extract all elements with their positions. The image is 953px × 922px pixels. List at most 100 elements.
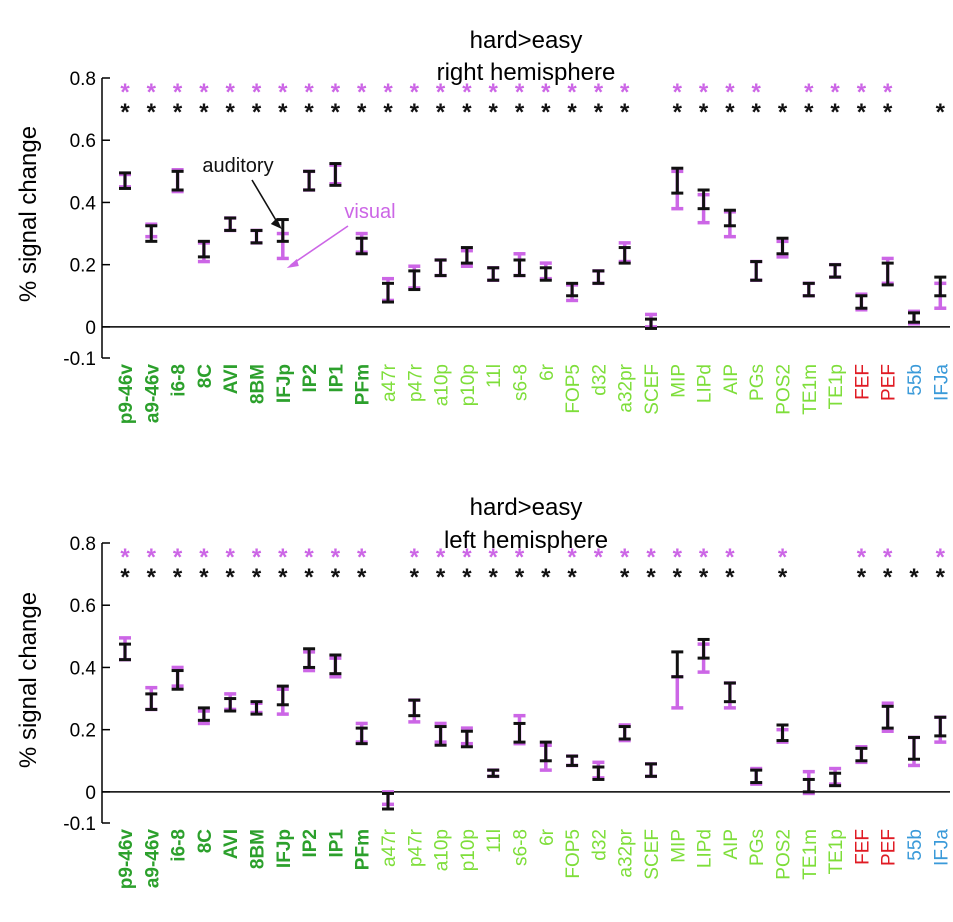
x-tick-label: PGs: [747, 364, 768, 401]
errorbar-auditory: [566, 754, 579, 767]
errorbar-auditory: [539, 740, 552, 763]
x-tick-label: 55b: [905, 364, 926, 396]
x-tick-label: TE1m: [800, 364, 821, 415]
significance-star-visual: *: [804, 79, 814, 106]
annotation-auditory: auditory: [202, 155, 282, 229]
significance-star-visual: *: [462, 544, 472, 571]
x-tick-label: IFJa: [931, 364, 952, 401]
errorbar-auditory: [618, 725, 631, 741]
x-tick-label: d32: [589, 364, 610, 396]
x-tick-label: PEF: [879, 364, 900, 401]
significance-star-auditory: *: [410, 564, 420, 591]
x-tick-label: a47r: [379, 828, 400, 867]
significance-star-visual: *: [120, 544, 130, 571]
y-tick-label: 0.6: [70, 131, 96, 152]
significance-star-visual: *: [594, 544, 604, 571]
x-tick-label: 55b: [905, 829, 926, 861]
significance-star-visual: *: [252, 544, 262, 571]
significance-star-visual: *: [331, 544, 341, 571]
errorbar-auditory: [303, 647, 316, 669]
errorbar-auditory: [171, 169, 184, 192]
x-tick-label: IFJp: [274, 829, 295, 868]
significance-star-auditory: *: [489, 99, 499, 126]
errorbar-auditory: [908, 735, 920, 761]
significance-star-visual: *: [226, 544, 236, 571]
chart-title-line: left hemisphere: [444, 527, 608, 554]
x-tick-label: 6r: [537, 828, 558, 846]
errorbar-auditory: [276, 684, 289, 707]
errorbar-auditory: [250, 228, 263, 245]
significance-star-visual: *: [857, 544, 867, 571]
annotation-arrow-line: [290, 225, 349, 266]
errorbar-auditory: [197, 706, 210, 722]
errorbar-auditory: [329, 653, 342, 676]
significance-star-visual: *: [304, 79, 314, 106]
significance-star-visual: *: [594, 79, 604, 106]
errorbar-auditory: [408, 269, 421, 292]
x-tick-label: a9-46v: [142, 829, 163, 889]
errorbar-auditory: [487, 266, 500, 282]
errorbar-auditory: [855, 746, 868, 763]
errorbar-auditory: [697, 188, 710, 211]
x-tick-label: POS2: [774, 829, 795, 880]
x-tick-label: AIP: [721, 364, 742, 395]
significance-star-auditory: *: [857, 99, 867, 126]
significance-star-auditory: *: [673, 564, 683, 591]
significance-star-visual: *: [620, 544, 630, 571]
x-tick-label: FOP5: [563, 829, 584, 879]
significance-star-auditory: *: [883, 99, 893, 126]
x-tick-label: SCEF: [642, 829, 663, 880]
errorbar-auditory: [855, 294, 868, 310]
x-tick-label: a10p: [432, 364, 453, 406]
errorbar-auditory: [513, 258, 526, 278]
x-tick-label: IFJp: [274, 364, 295, 403]
significance-star-auditory: *: [725, 564, 735, 591]
chart-title-line: hard>easy: [470, 494, 583, 521]
y-tick-label: -0.1: [63, 814, 96, 835]
x-tick-label: d32: [589, 829, 610, 861]
x-tick-label: a9-46v: [142, 364, 163, 424]
significance-star-auditory: *: [331, 99, 341, 126]
errorbar-auditory: [460, 246, 473, 265]
errorbar-auditory: [355, 236, 368, 256]
significance-star-visual: *: [857, 79, 867, 106]
significance-star-visual: *: [357, 79, 367, 106]
significance-star-auditory: *: [357, 99, 367, 126]
significance-star-auditory: *: [804, 99, 814, 126]
errorbar-auditory: [329, 162, 342, 187]
significance-star-auditory: *: [278, 564, 288, 591]
annotation-label: visual: [344, 201, 395, 223]
x-tick-label: p9-46v: [116, 829, 137, 890]
significance-star-auditory: *: [436, 564, 446, 591]
errorbar-auditory: [881, 261, 894, 287]
significance-star-visual: *: [752, 79, 762, 106]
x-tick-label: 11l: [484, 364, 505, 388]
x-tick-label: 8BM: [248, 829, 269, 869]
significance-star-visual: *: [567, 79, 577, 106]
errorbar-auditory: [119, 642, 131, 662]
annotation-arrowhead: [286, 259, 299, 268]
significance-star-auditory: *: [173, 99, 183, 126]
significance-star-auditory: *: [357, 564, 367, 591]
x-tick-label: MIP: [668, 364, 689, 398]
significance-star-visual: *: [699, 79, 709, 106]
errorbar-auditory: [776, 723, 789, 743]
significance-star-auditory: *: [173, 564, 183, 591]
errorbar-auditory: [539, 266, 552, 282]
significance-star-visual: *: [936, 544, 946, 571]
x-tick-label: i6-8: [169, 829, 190, 862]
significance-star-auditory: *: [883, 564, 893, 591]
significance-star-visual: *: [120, 79, 130, 106]
y-tick-label: 0: [85, 783, 96, 804]
errorbar-auditory: [592, 765, 605, 781]
significance-star-visual: *: [173, 79, 183, 106]
y-axis-label: % signal change: [15, 126, 42, 302]
x-tick-label: TE1p: [826, 364, 847, 409]
errorbar-auditory: [829, 263, 842, 279]
y-tick-label: 0.4: [70, 658, 97, 679]
significance-star-visual: *: [699, 544, 709, 571]
x-tick-label: IP2: [300, 364, 321, 393]
significance-star-auditory: *: [620, 564, 630, 591]
significance-star-auditory: *: [304, 564, 314, 591]
